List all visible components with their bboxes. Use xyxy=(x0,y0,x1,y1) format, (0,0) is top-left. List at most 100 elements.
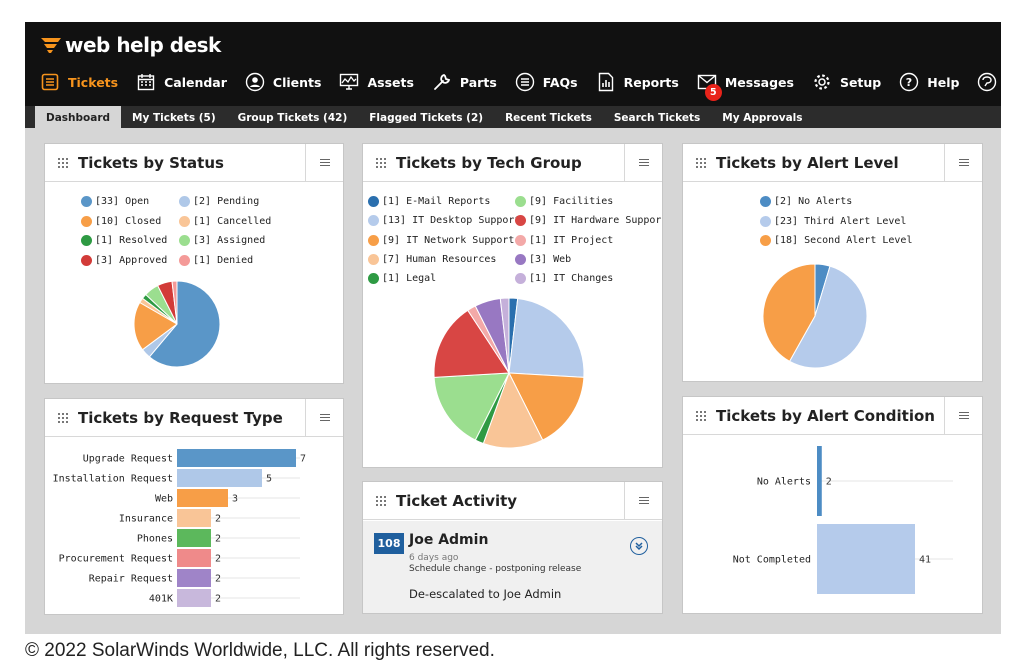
nav-item-label: Tickets xyxy=(68,74,119,90)
widget-header[interactable]: Tickets by Alert Level xyxy=(683,144,982,182)
drag-handle-icon[interactable] xyxy=(696,157,706,168)
legend-item[interactable]: [1] Cancelled xyxy=(179,215,271,227)
app-window: web help desk Tickets Calendar Clients Asse… xyxy=(25,22,1001,634)
nav-item-thwack[interactable]: Thwack xyxy=(976,68,1001,96)
pie-slice-it-network-support[interactable] xyxy=(508,372,585,441)
activity-item[interactable]: 108 Joe Admin 6 days ago Schedule change… xyxy=(363,521,662,613)
nav-item-calendar[interactable]: Calendar xyxy=(135,68,227,96)
tab-search-tickets[interactable]: Search Tickets xyxy=(613,112,701,124)
nav-item-faqs[interactable]: FAQs xyxy=(514,68,578,96)
bar-401k[interactable] xyxy=(177,589,211,607)
pie-slice-second-alert-level[interactable] xyxy=(762,263,816,363)
expand-chevron-icon[interactable] xyxy=(630,537,648,555)
pie-slice-denied[interactable] xyxy=(171,280,178,325)
bar-web[interactable] xyxy=(177,489,228,507)
nav-item-help[interactable]: ? Help xyxy=(898,68,959,96)
legend-item[interactable]: [33] Open xyxy=(81,196,149,207)
bar-upgrade-request[interactable] xyxy=(177,449,296,467)
legend-label: [10] Closed xyxy=(95,215,162,227)
legend-swatch xyxy=(81,235,92,246)
clients-icon xyxy=(244,72,266,92)
tab-my-tickets-5[interactable]: My Tickets (5) xyxy=(132,112,216,124)
legend-item[interactable]: [9] Facilities xyxy=(515,196,613,207)
legend-label: [1] E-Mail Reports xyxy=(382,196,491,207)
pie-slice-it-changes[interactable] xyxy=(499,297,510,374)
hamburger-menu-icon[interactable] xyxy=(944,397,982,434)
pie-slice-facilities[interactable] xyxy=(433,372,510,441)
category-label: Web xyxy=(155,494,173,505)
legend-item[interactable]: [1] IT Changes xyxy=(515,273,613,285)
nav-item-assets[interactable]: Assets xyxy=(338,68,414,96)
legend-swatch xyxy=(515,253,526,265)
legend-item[interactable]: [1] IT Project xyxy=(515,234,613,246)
legend-item[interactable]: [7] Human Resources xyxy=(368,253,496,265)
hamburger-menu-icon[interactable] xyxy=(944,144,982,181)
legend-item[interactable]: [10] Closed xyxy=(81,215,162,227)
tab-flagged-tickets-2[interactable]: Flagged Tickets (2) xyxy=(369,112,484,124)
nav-item-parts[interactable]: Parts xyxy=(431,68,497,96)
value-label: 2 xyxy=(215,514,221,525)
legend-item[interactable]: [3] Approved xyxy=(81,254,167,266)
legend-item[interactable]: [1] Legal xyxy=(368,273,436,285)
pie-slice-third-alert-level[interactable] xyxy=(788,265,868,369)
bar-installation-request[interactable] xyxy=(177,469,262,487)
widget-header[interactable]: Tickets by Status xyxy=(45,144,343,182)
pie-slice-it-desktop-support[interactable] xyxy=(508,297,585,378)
legend-swatch xyxy=(760,196,771,207)
ticket-number-badge[interactable]: 108 xyxy=(374,533,404,554)
pie-slice-human-resources[interactable] xyxy=(482,371,544,449)
legend-item[interactable]: [13] IT Desktop Support xyxy=(368,215,520,227)
hamburger-menu-icon[interactable] xyxy=(305,144,343,181)
tab-group-tickets-42[interactable]: Group Tickets (42) xyxy=(237,112,348,124)
legend-item[interactable]: [1] Resolved xyxy=(81,235,167,246)
calendar-icon xyxy=(135,72,157,92)
legend-item[interactable]: [1] Denied xyxy=(179,254,253,266)
legend-item[interactable]: [3] Web xyxy=(515,253,571,265)
nav-item-tickets[interactable]: Tickets xyxy=(39,68,118,96)
bar-repair-request[interactable] xyxy=(177,569,211,587)
setup-icon xyxy=(811,72,833,92)
drag-handle-icon[interactable] xyxy=(696,410,706,421)
tab-dashboard[interactable]: Dashboard xyxy=(35,106,122,128)
legend-item[interactable]: [18] Second Alert Level xyxy=(760,235,912,246)
pie-chart xyxy=(133,280,221,368)
pie-slice-it-hardware-support[interactable] xyxy=(433,309,510,378)
legend-swatch xyxy=(179,235,190,246)
drag-handle-icon[interactable] xyxy=(58,412,68,423)
legend-item[interactable]: [3] Assigned xyxy=(179,235,265,246)
hamburger-menu-icon[interactable] xyxy=(305,399,343,436)
bar-chart: Upgrade Request 7 Installation Request 5 Web… xyxy=(53,449,306,607)
widget-header[interactable]: Ticket Activity xyxy=(363,482,662,520)
tab-recent-tickets[interactable]: Recent Tickets xyxy=(505,112,592,124)
nav-item-reports[interactable]: Reports xyxy=(595,68,679,96)
legend-item[interactable]: [9] IT Hardware Support xyxy=(515,215,662,227)
pie-slice-closed[interactable] xyxy=(133,301,178,351)
widget-title: Tickets by Tech Group xyxy=(396,153,582,172)
widget-header[interactable]: Tickets by Tech Group xyxy=(363,144,662,182)
bar-no-alerts[interactable] xyxy=(817,446,822,516)
top-bar: web help desk Tickets Calendar Clients Asse… xyxy=(25,22,1001,106)
nav-item-clients[interactable]: Clients xyxy=(244,68,321,96)
nav-item-setup[interactable]: Setup xyxy=(811,68,881,96)
bar-insurance[interactable] xyxy=(177,509,211,527)
legend-item[interactable]: [2] No Alerts xyxy=(760,196,852,207)
hamburger-menu-icon[interactable] xyxy=(624,144,662,181)
legend-item[interactable]: [9] IT Network Support xyxy=(368,234,514,246)
app-logo[interactable]: web help desk xyxy=(39,30,221,60)
widget-tickets-by-alert-level: Tickets by Alert Level [2] No Alerts [23]… xyxy=(682,143,983,382)
bar-procurement-request[interactable] xyxy=(177,549,211,567)
drag-handle-icon[interactable] xyxy=(376,495,386,506)
drag-handle-icon[interactable] xyxy=(58,157,68,168)
bar-phones[interactable] xyxy=(177,529,211,547)
pie-slice-open[interactable] xyxy=(148,280,221,368)
bar-not-completed[interactable] xyxy=(817,524,915,594)
legend-item[interactable]: [23] Third Alert Level xyxy=(760,215,906,227)
widget-header[interactable]: Tickets by Alert Condition xyxy=(683,397,982,435)
nav-item-messages[interactable]: 5 Messages xyxy=(696,68,794,101)
drag-handle-icon[interactable] xyxy=(376,157,386,168)
widget-header[interactable]: Tickets by Request Type xyxy=(45,399,343,437)
legend-item[interactable]: [2] Pending xyxy=(179,196,259,207)
hamburger-menu-icon[interactable] xyxy=(624,482,662,519)
tab-my-approvals[interactable]: My Approvals xyxy=(722,112,803,124)
legend-item[interactable]: [1] E-Mail Reports xyxy=(368,196,490,207)
